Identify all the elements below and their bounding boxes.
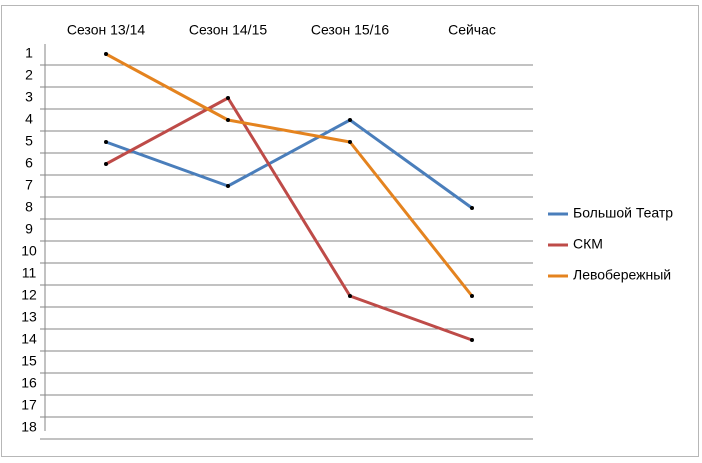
- y-tick-label: 4: [25, 111, 33, 127]
- y-tick-label: 16: [21, 375, 37, 391]
- data-point: [348, 294, 352, 298]
- y-tick-label: 10: [21, 243, 37, 259]
- y-tick-label: 8: [25, 199, 33, 215]
- data-point: [226, 118, 230, 122]
- x-tick-label: Сезон 14/15: [189, 22, 268, 38]
- x-tick-label: Сезон 13/14: [67, 22, 146, 38]
- y-tick-label: 6: [25, 155, 33, 171]
- y-tick-label: 7: [25, 177, 33, 193]
- y-tick-label: 12: [21, 287, 37, 303]
- data-point: [470, 338, 474, 342]
- data-point: [470, 294, 474, 298]
- y-tick-label: 11: [22, 265, 37, 281]
- y-tick-label: 18: [21, 419, 37, 435]
- data-point: [104, 162, 108, 166]
- y-tick-label: 17: [21, 397, 37, 413]
- data-point: [226, 96, 230, 100]
- legend-label: Большой Театр: [573, 205, 673, 221]
- y-tick-label: 14: [21, 331, 37, 347]
- series-line: [105, 118, 473, 210]
- data-point: [348, 140, 352, 144]
- x-tick-label: Сейчас: [448, 22, 496, 38]
- y-tick-label: 13: [21, 309, 37, 325]
- y-tick-label: 2: [25, 67, 33, 83]
- y-tick-label: 5: [25, 133, 33, 149]
- y-tick-label: 3: [25, 89, 33, 105]
- chart-frame: [1, 5, 699, 457]
- x-tick-label: Сезон 15/16: [311, 22, 390, 38]
- y-tick-label: 9: [25, 221, 33, 237]
- legend-label: СКМ: [573, 236, 603, 252]
- series-line: [105, 52, 474, 297]
- y-tick-label: 1: [25, 45, 33, 61]
- data-point: [470, 206, 474, 210]
- series-line: [105, 96, 473, 342]
- data-point: [348, 118, 352, 122]
- y-tick-label: 15: [21, 353, 37, 369]
- data-point: [104, 52, 108, 56]
- data-point: [226, 184, 230, 188]
- legend-label: Левобережный: [573, 267, 671, 283]
- data-point: [104, 140, 108, 144]
